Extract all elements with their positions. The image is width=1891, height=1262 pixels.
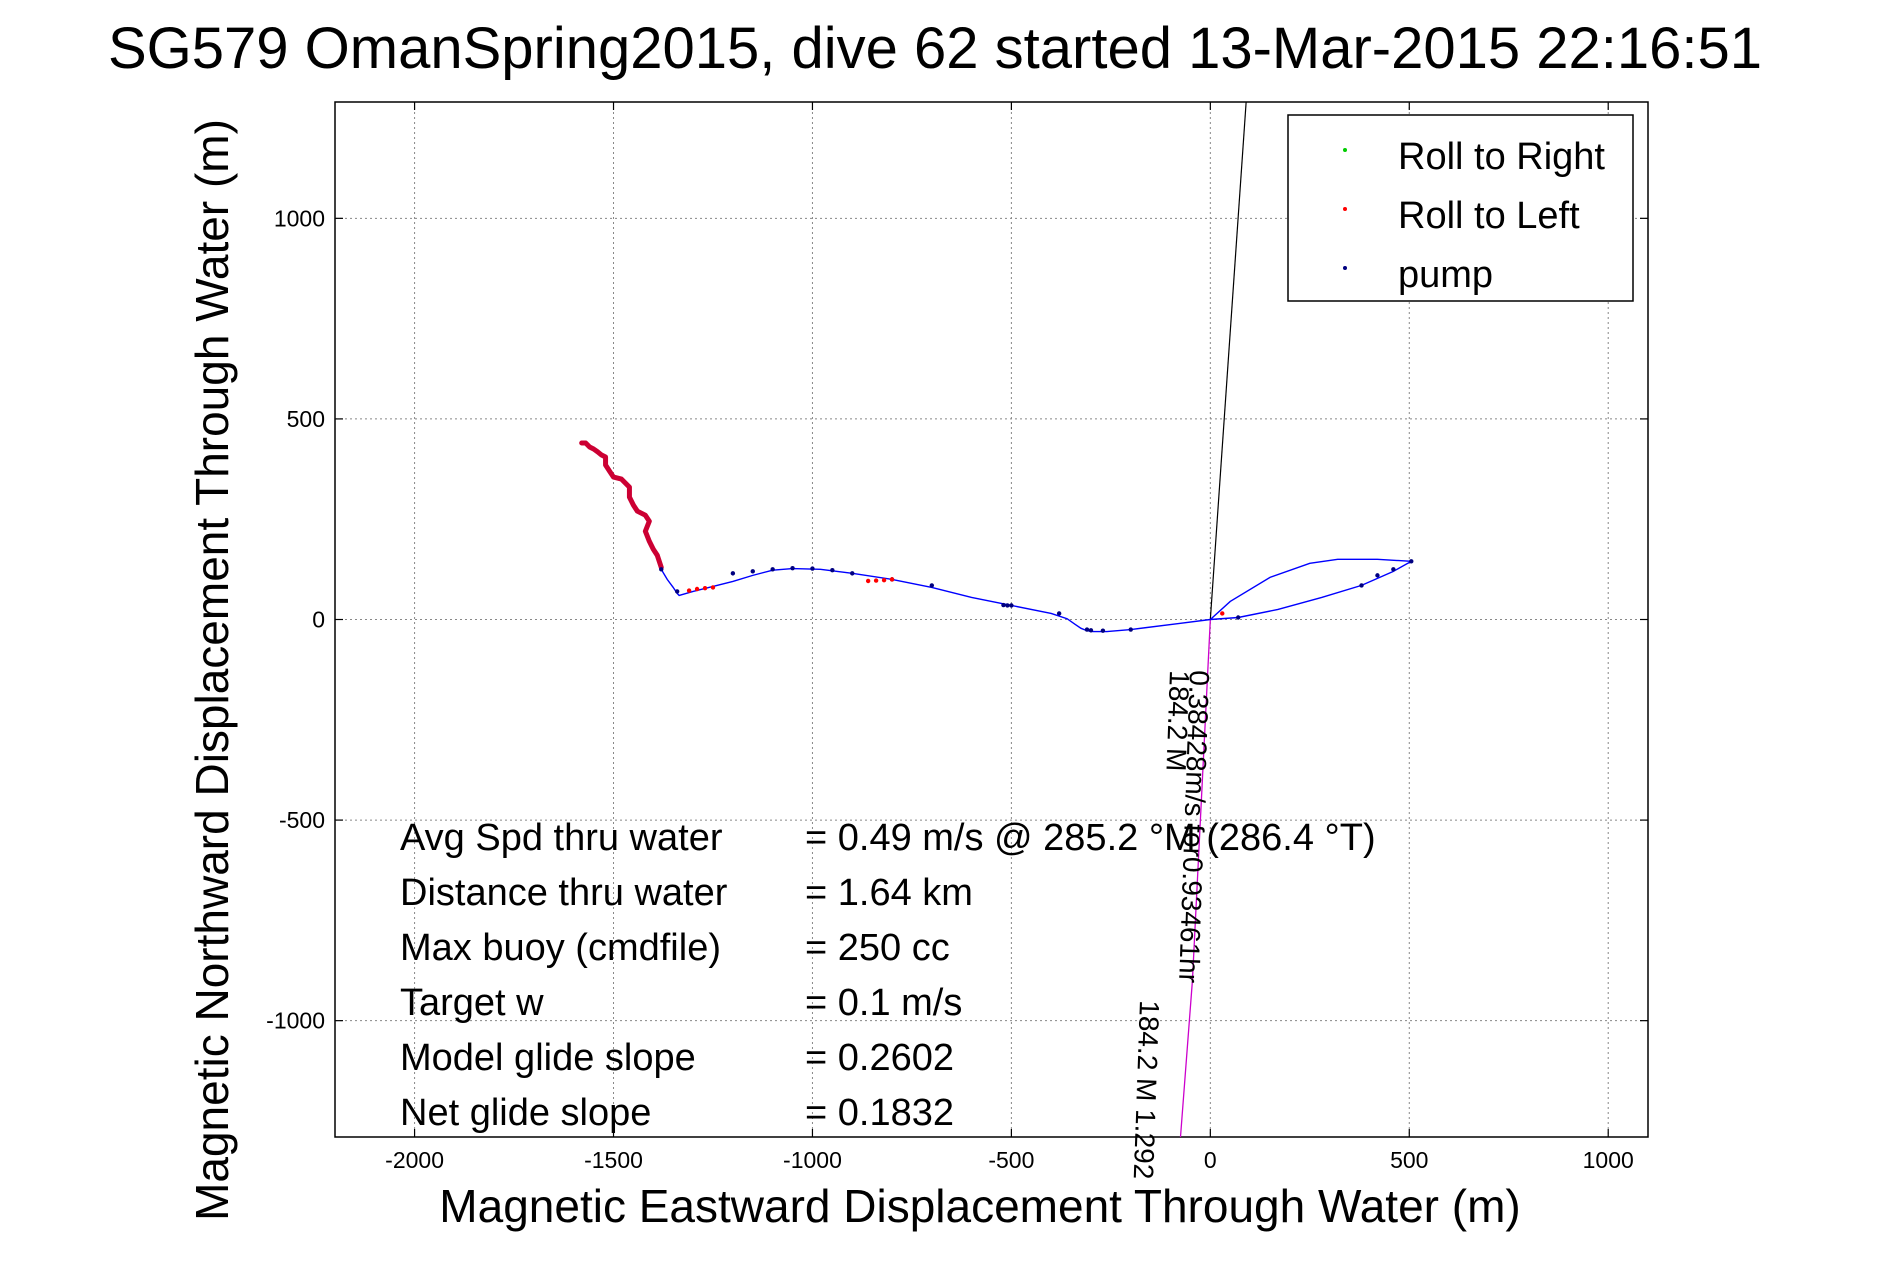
roll-left-point [694,586,700,592]
pump-point [1409,559,1414,564]
heading-vector-line [1209,101,1247,620]
track-layer [579,440,1414,633]
legend: Roll to Right Roll to Left pump [1287,114,1634,302]
current-vector-line [1179,619,1211,1138]
x-tick-label: 0 [1204,1147,1217,1173]
glider-track-line [660,558,1414,633]
roll-left-point [881,577,887,583]
stat-label-net-glide: Net glide slope [400,1092,651,1134]
roll-left-point [702,586,708,591]
x-tick-label: 1000 [1583,1147,1634,1173]
roll-left-point [710,585,716,590]
chart-title: SG579 OmanSpring2015, dive 62 started 13… [108,16,1762,81]
pump-point [1084,627,1090,632]
pump-point [1391,567,1396,572]
pump-point [790,565,795,571]
y-tick-label: 500 [287,406,325,432]
pump-point [1088,628,1094,633]
x-axis-label: Magnetic Eastward Displacement Through W… [439,1180,1520,1232]
y-tick-label: -500 [279,807,325,833]
stat-label-distance: Distance thru water [400,872,728,914]
vector-heading-label-b: 184.2 M 1.292 [1128,1000,1165,1180]
x-tick-label: -1500 [584,1147,643,1173]
pump-point [1005,603,1010,608]
legend-label-roll-right: Roll to Right [1398,136,1605,178]
roll-left-point [865,578,871,584]
y-tick-label: 1000 [274,205,325,231]
roll-left-track-segment [579,440,664,570]
legend-label-pump: pump [1398,254,1493,296]
vector-heading-label-a: 184.2 M [1160,670,1195,772]
axis-ticks: -2000 -1500 -1000 -500 0 500 1000 -1000 -500 0 500… [266,102,1648,1173]
pump-point [850,571,855,576]
stat-label-model-glide: Model glide slope [400,1037,696,1079]
stat-label-max-buoy: Max buoy (cmdfile) [400,927,721,969]
y-tick-label: -1000 [266,1008,325,1034]
pump-point [830,567,835,573]
vector-lines [1179,101,1247,1138]
x-tick-label: -2000 [385,1147,444,1173]
stats-block: Avg Spd thru water = 0.49 m/s @ 285.2 °M… [400,817,1376,1134]
grid-lines [335,102,1648,1137]
roll-left-point [686,588,692,593]
pump-point [929,583,935,588]
pump-point [1128,627,1133,632]
x-tick-label: -1000 [783,1147,842,1173]
pump-point [659,567,664,572]
pump-point [810,566,815,571]
roll-left-point [889,577,895,582]
pump-point [770,567,775,572]
roll-left-point [873,578,879,583]
pump-point [1375,573,1380,578]
stat-label-target-w: Target w [400,982,544,1024]
pump-point [1235,615,1241,620]
pump-point [1100,628,1106,633]
pump-point [1056,611,1062,616]
stat-value-net-glide: = 0.1832 [805,1092,954,1134]
pump-point [750,569,755,574]
stat-value-distance: = 1.64 km [805,872,973,914]
pump-point [730,571,736,576]
legend-marker-pump [1343,266,1347,270]
pump-point [1001,602,1006,608]
y-axis-label: Magnetic Northward Displacement Through … [186,119,238,1221]
stat-value-target-w: = 0.1 m/s [805,982,962,1024]
legend-marker-roll-right [1343,148,1347,152]
stat-value-model-glide: = 0.2602 [805,1037,954,1079]
legend-label-roll-left: Roll to Left [1398,195,1580,237]
x-tick-label: 500 [1390,1147,1428,1173]
roll-left-point [1220,611,1225,616]
pump-point [1009,603,1014,608]
stat-label-avg-speed: Avg Spd thru water [400,817,723,859]
legend-marker-roll-left [1343,207,1347,211]
marker-layer [659,559,1414,633]
pump-point [674,589,680,594]
pump-point [1359,583,1364,588]
y-tick-label: 0 [312,607,325,633]
stat-value-avg-speed: = 0.49 m/s @ 285.2 °M (286.4 °T) [805,817,1376,859]
stat-value-max-buoy: = 250 cc [805,927,950,969]
x-tick-label: -500 [988,1147,1034,1173]
